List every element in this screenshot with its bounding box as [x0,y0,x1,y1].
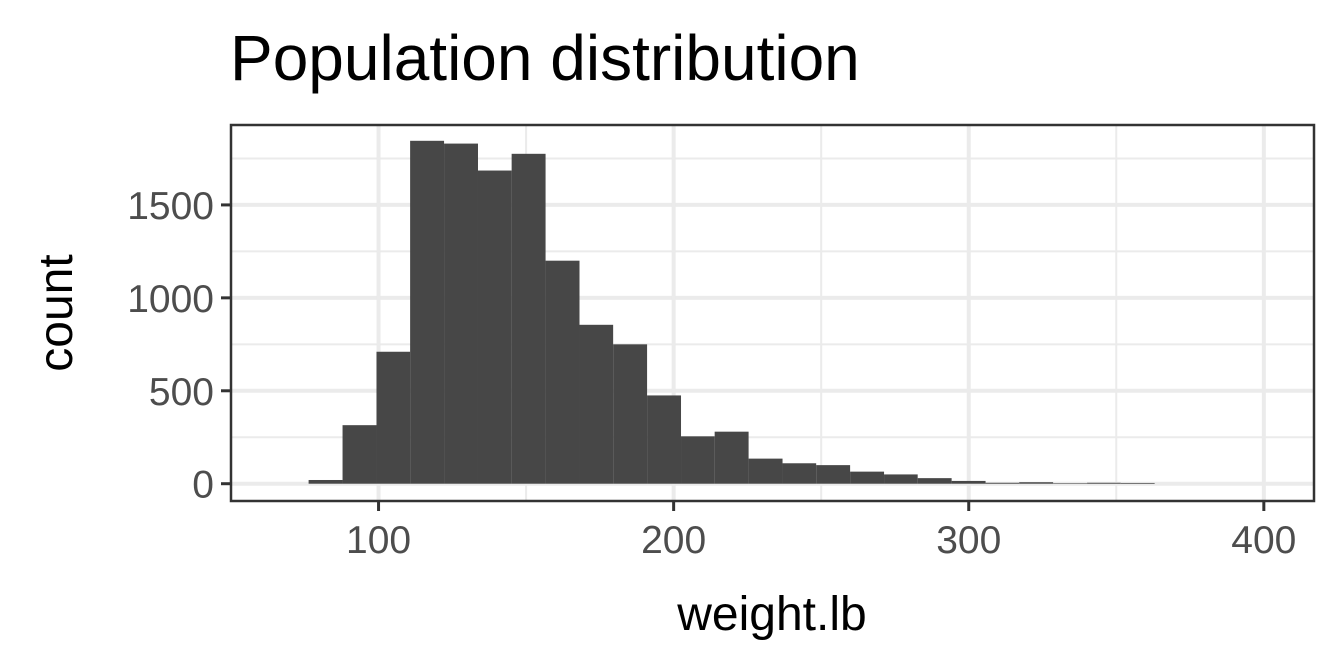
histogram-bar [1019,482,1054,484]
histogram-bar [342,425,377,484]
x-axis-title: weight.lb [676,588,866,641]
histogram-bar [477,170,512,484]
histogram-bar [410,140,445,484]
y-tick-label: 0 [192,464,214,507]
x-tick-label: 200 [641,519,706,562]
histogram-bar [444,143,478,484]
histogram-bar [647,395,682,484]
histogram-bar [951,480,986,484]
y-tick-label: 500 [149,371,214,414]
histogram-bar [917,478,952,484]
x-tick-label: 400 [1231,519,1296,562]
histogram-bar [376,351,411,484]
histogram-bar [545,260,580,484]
y-tick-label: 1500 [127,185,214,228]
axis-ticks [221,203,1266,511]
histogram-bar [884,474,918,484]
histogram-bar [681,436,715,484]
histogram-bar [816,465,851,484]
histogram-bar [579,324,614,484]
tick-labels: 100 200 300 400 0 500 1000 1500 [127,185,1296,562]
panel-border [229,123,1316,503]
histogram-bar [511,153,546,484]
histogram-bar [1087,482,1121,484]
histogram-bar [714,431,749,484]
y-axis-title: count [30,254,83,371]
histogram-bar [782,463,817,484]
histogram-bar [850,471,885,484]
x-tick-label: 300 [936,519,1001,562]
y-tick-label: 1000 [127,278,214,321]
x-tick-label: 100 [346,519,411,562]
histogram-bar [1120,482,1155,484]
histogram-bar [1053,483,1088,484]
chart-title: Population distribution [230,22,860,94]
histogram-bar [748,458,783,484]
histogram-bar [613,344,648,484]
histogram-bar [985,482,1020,484]
bars [308,140,1155,484]
histogram-bar [308,479,343,484]
